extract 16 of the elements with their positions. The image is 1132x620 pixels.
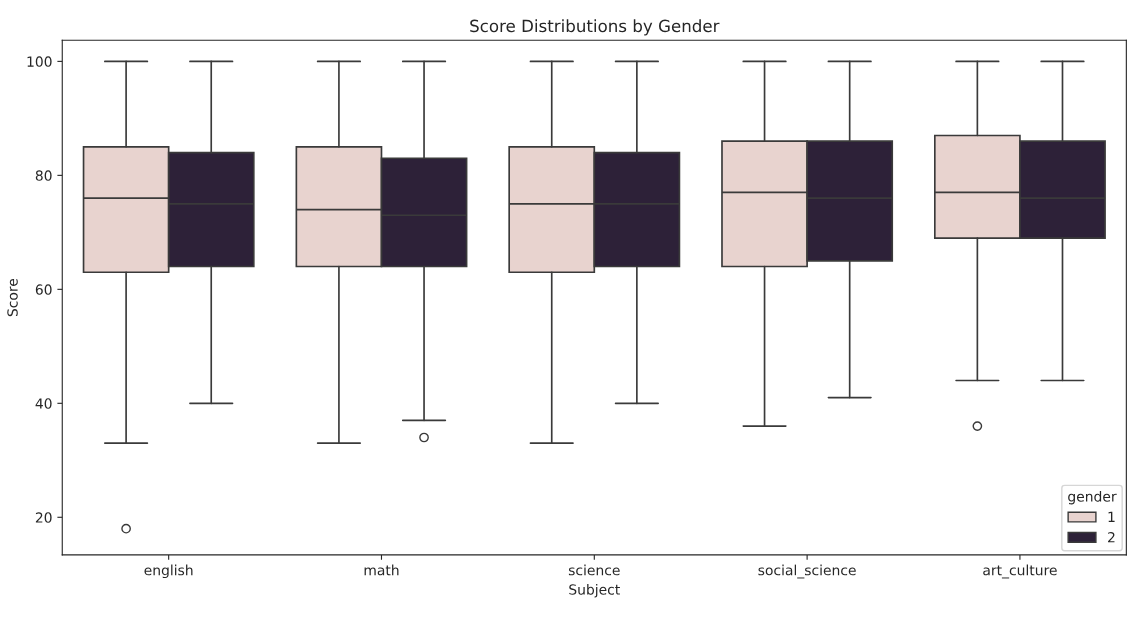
y-axis-title: Score (7, 278, 18, 317)
y-tick-label: 80 (35, 170, 52, 181)
x-axis-title: Subject (569, 584, 620, 598)
x-tick-label: math (364, 564, 399, 576)
y-tick-label: 20 (35, 512, 52, 523)
legend-title: gender (1068, 490, 1117, 505)
x-tick-label: science (568, 564, 620, 576)
chart-title: Score Distributions by Gender (470, 19, 720, 36)
x-tick-label: art_culture (983, 564, 1057, 579)
x-tick-label: english (144, 564, 193, 579)
legend-label: 2 (1108, 531, 1115, 543)
y-tick-label: 100 (27, 56, 52, 67)
y-tick-label: 60 (35, 284, 52, 295)
x-tick-label: social_science (758, 564, 856, 579)
y-tick-label: 40 (35, 398, 52, 409)
legend-label: 1 (1108, 511, 1115, 522)
